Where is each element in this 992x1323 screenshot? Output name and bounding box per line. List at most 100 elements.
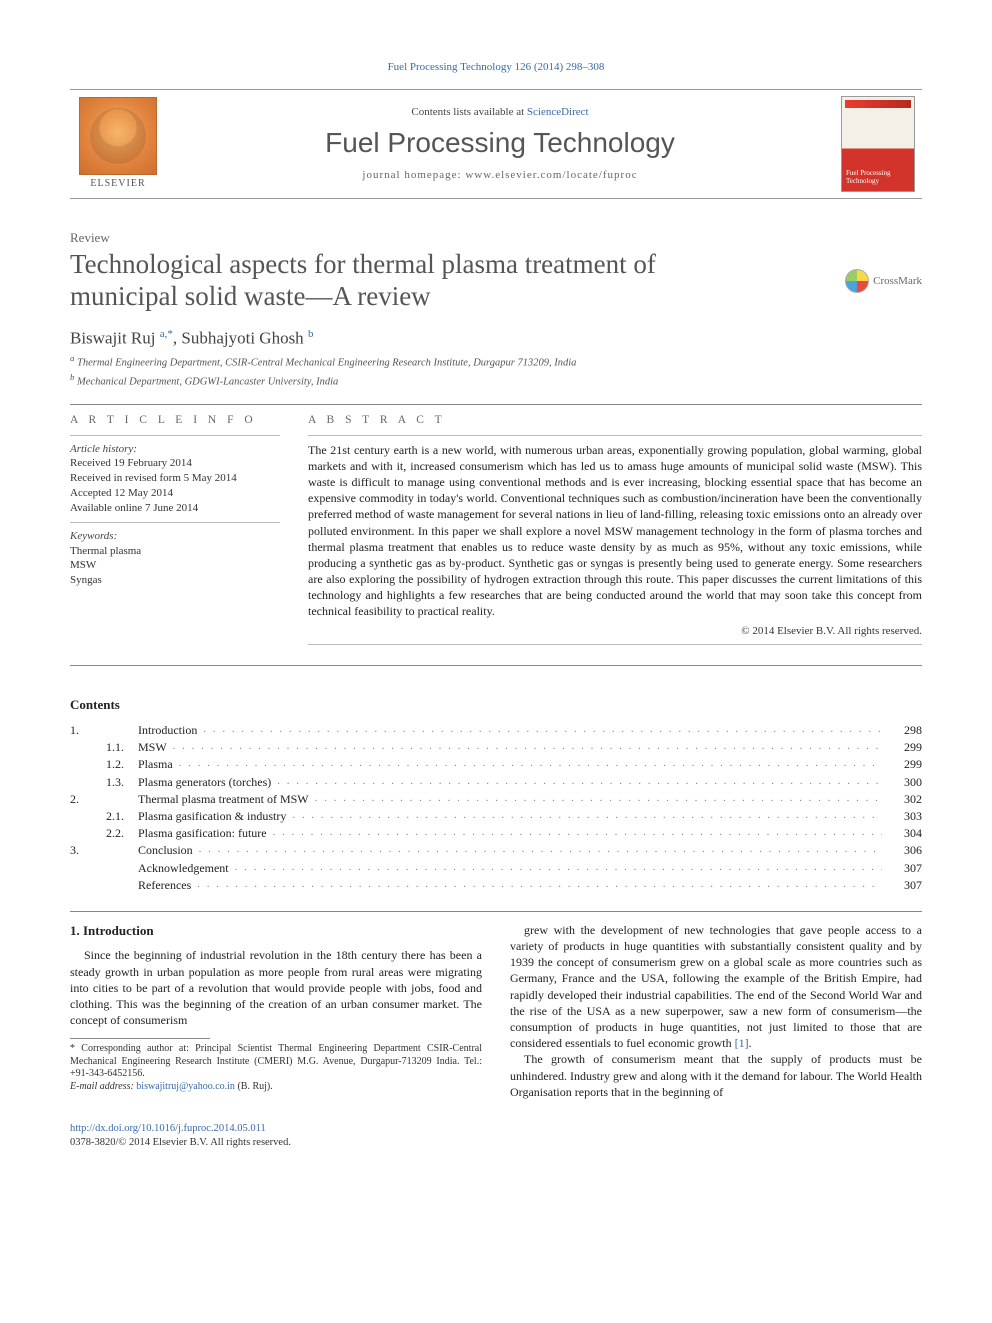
- history-label: Article history:: [70, 442, 280, 457]
- history-accepted: Accepted 12 May 2014: [70, 486, 280, 501]
- toc-page: 307: [882, 877, 922, 893]
- email-who: (B. Ruj).: [235, 1081, 273, 1092]
- toc-title-cell: Plasma gasification: future: [138, 825, 882, 841]
- masthead: ELSEVIER Contents lists available at Sci…: [70, 89, 922, 199]
- toc-title-cell: Introduction: [138, 722, 882, 738]
- thin-rule: [308, 435, 922, 436]
- toc-title-cell: MSW: [138, 739, 882, 755]
- toc-title-cell: References: [138, 877, 882, 893]
- toc-title: Plasma gasification: future: [138, 826, 273, 840]
- email-label: E-mail address:: [70, 1081, 136, 1092]
- abstract-text: The 21st century earth is a new world, w…: [308, 442, 922, 620]
- toc-title: Conclusion: [138, 843, 199, 857]
- toc-page: 299: [882, 739, 922, 755]
- ref-link-1[interactable]: [1]: [735, 1036, 749, 1050]
- crossmark-label: CrossMark: [873, 274, 922, 289]
- toc-title-cell: Plasma gasification & industry: [138, 808, 882, 824]
- affiliation-b: b Mechanical Department, GDGWI-Lancaster…: [70, 372, 922, 390]
- article-title: Technological aspects for thermal plasma…: [70, 249, 750, 313]
- toc-num: 3.: [70, 842, 98, 858]
- email-footnote: E-mail address: biswajitruj@yahoo.co.in …: [70, 1081, 482, 1094]
- section-rule: [70, 404, 922, 405]
- toc-row[interactable]: 3. Conclusion 306: [70, 842, 922, 858]
- section-rule: [70, 665, 922, 666]
- intro-para-2: grew with the development of new technol…: [510, 922, 922, 1052]
- crossmark-badge[interactable]: CrossMark: [845, 269, 922, 293]
- toc-page: 299: [882, 756, 922, 772]
- toc-sub: 1.3.: [98, 774, 138, 790]
- abstract-heading: A B S T R A C T: [308, 413, 922, 429]
- thin-rule: [70, 522, 280, 523]
- toc-title: References: [138, 878, 197, 892]
- toc-page: 300: [882, 774, 922, 790]
- keyword-3: Syngas: [70, 573, 280, 588]
- table-of-contents: 1.Introduction2981.1.MSW2991.2.Plasma299…: [70, 722, 922, 893]
- toc-page: 298: [882, 722, 922, 738]
- toc-row[interactable]: 2. Thermal plasma treatment of MSW 302: [70, 791, 922, 807]
- contents-available-prefix: Contents lists available at: [411, 106, 526, 118]
- issn-copyright: 0378-3820/© 2014 Elsevier B.V. All right…: [70, 1137, 291, 1148]
- authors-line: Biswajit Ruj a,*, Subhajyoti Ghosh b: [70, 327, 922, 351]
- keyword-1: Thermal plasma: [70, 544, 280, 559]
- toc-title-cell: Conclusion: [138, 842, 882, 858]
- article-info-heading: A R T I C L E I N F O: [70, 413, 280, 429]
- toc-title: Plasma gasification & industry: [138, 809, 292, 823]
- toc-num: 1.: [70, 722, 98, 738]
- citation-link[interactable]: Fuel Processing Technology 126 (2014) 29…: [388, 61, 605, 73]
- history-online: Available online 7 June 2014: [70, 501, 280, 516]
- toc-row[interactable]: Acknowledgement 307: [70, 860, 922, 876]
- toc-title-cell: Plasma generators (torches): [138, 774, 882, 790]
- toc-row[interactable]: 1.3.Plasma generators (torches) 300: [70, 774, 922, 790]
- author-2: Subhajyoti Ghosh: [181, 329, 303, 348]
- section-rule: [70, 911, 922, 912]
- journal-name: Fuel Processing Technology: [184, 124, 816, 162]
- intro-para-3: The growth of consumerism meant that the…: [510, 1051, 922, 1100]
- toc-page: 302: [882, 791, 922, 807]
- toc-row[interactable]: 1. Introduction298: [70, 722, 922, 738]
- toc-page: 306: [882, 842, 922, 858]
- toc-page: 304: [882, 825, 922, 841]
- thin-rule: [308, 644, 922, 645]
- elsevier-tree-icon: [79, 97, 157, 175]
- cover-thumb-label: Fuel Processing Technology: [846, 170, 910, 185]
- toc-row[interactable]: 2.1.Plasma gasification & industry 303: [70, 808, 922, 824]
- toc-page: 303: [882, 808, 922, 824]
- toc-title-cell: Thermal plasma treatment of MSW: [138, 791, 882, 807]
- toc-page: 307: [882, 860, 922, 876]
- toc-row[interactable]: 1.2.Plasma 299: [70, 756, 922, 772]
- toc-row[interactable]: 1.1.MSW299: [70, 739, 922, 755]
- contents-heading: Contents: [70, 696, 922, 714]
- footnote-rule: [70, 1038, 210, 1039]
- journal-cover-thumb: Fuel Processing Technology: [841, 96, 915, 192]
- toc-title: Plasma generators (torches): [138, 775, 277, 789]
- contents-available-line: Contents lists available at ScienceDirec…: [184, 105, 816, 120]
- toc-num: 2.: [70, 791, 98, 807]
- toc-row[interactable]: 2.2.Plasma gasification: future304: [70, 825, 922, 841]
- intro-heading: 1. Introduction: [70, 922, 482, 940]
- toc-sub: 2.1.: [98, 808, 138, 824]
- citation-header: Fuel Processing Technology 126 (2014) 29…: [70, 60, 922, 75]
- abstract-copyright: © 2014 Elsevier B.V. All rights reserved…: [308, 624, 922, 639]
- toc-row[interactable]: References 307: [70, 877, 922, 893]
- toc-title: MSW: [138, 740, 173, 754]
- toc-title: Plasma: [138, 757, 179, 771]
- publisher-logo-block: ELSEVIER: [70, 97, 166, 191]
- author-email-link[interactable]: biswajitruj@yahoo.co.in: [136, 1081, 235, 1092]
- article-type: Review: [70, 229, 922, 247]
- keyword-2: MSW: [70, 558, 280, 573]
- keywords-label: Keywords:: [70, 529, 280, 544]
- history-received: Received 19 February 2014: [70, 456, 280, 471]
- doi-link[interactable]: http://dx.doi.org/10.1016/j.fuproc.2014.…: [70, 1123, 266, 1134]
- page-footer: http://dx.doi.org/10.1016/j.fuproc.2014.…: [70, 1122, 922, 1150]
- toc-title: Acknowledgement: [138, 861, 235, 875]
- toc-title: Thermal plasma treatment of MSW: [138, 792, 315, 806]
- affiliation-a: a Thermal Engineering Department, CSIR-C…: [70, 353, 922, 371]
- toc-sub: 1.2.: [98, 756, 138, 772]
- publisher-name: ELSEVIER: [90, 177, 145, 191]
- sciencedirect-link[interactable]: ScienceDirect: [527, 106, 589, 118]
- author-1: Biswajit Ruj: [70, 329, 155, 348]
- thin-rule: [70, 435, 280, 436]
- toc-title-cell: Acknowledgement: [138, 860, 882, 876]
- journal-homepage: journal homepage: www.elsevier.com/locat…: [184, 168, 816, 183]
- author-2-affil-sup: b: [308, 328, 314, 340]
